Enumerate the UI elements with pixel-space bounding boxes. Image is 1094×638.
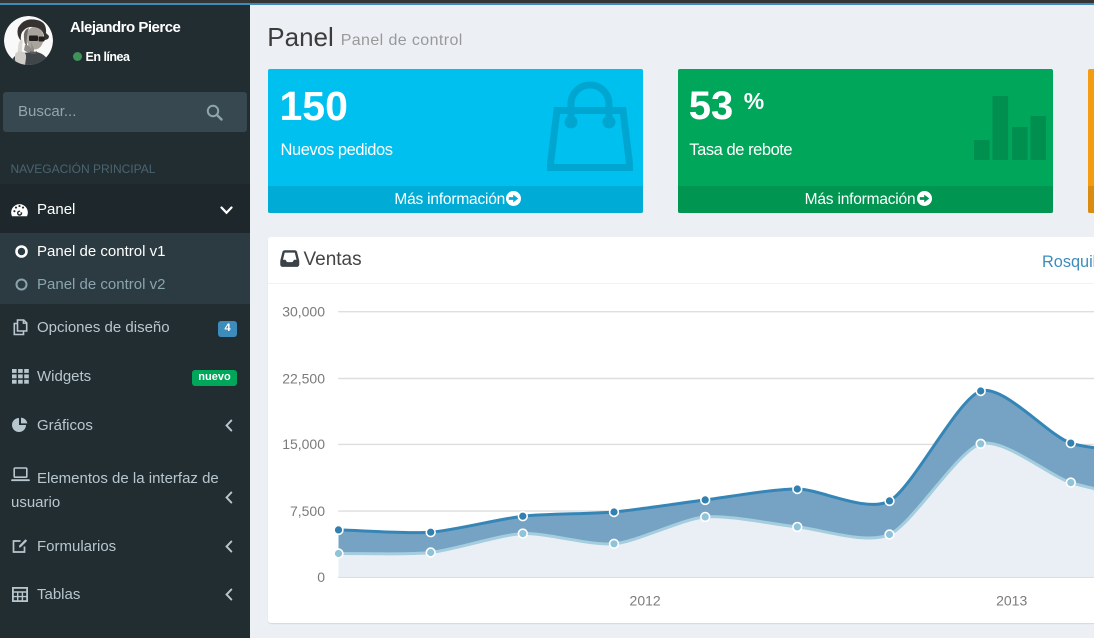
svg-text:30,000: 30,000: [282, 303, 325, 319]
svg-text:2013: 2013: [996, 592, 1027, 608]
svg-text:2012: 2012: [629, 592, 660, 608]
svg-text:7,500: 7,500: [290, 503, 325, 519]
svg-text:22,500: 22,500: [282, 370, 325, 386]
svg-text:15,000: 15,000: [282, 436, 325, 452]
svg-text:0: 0: [317, 569, 325, 585]
